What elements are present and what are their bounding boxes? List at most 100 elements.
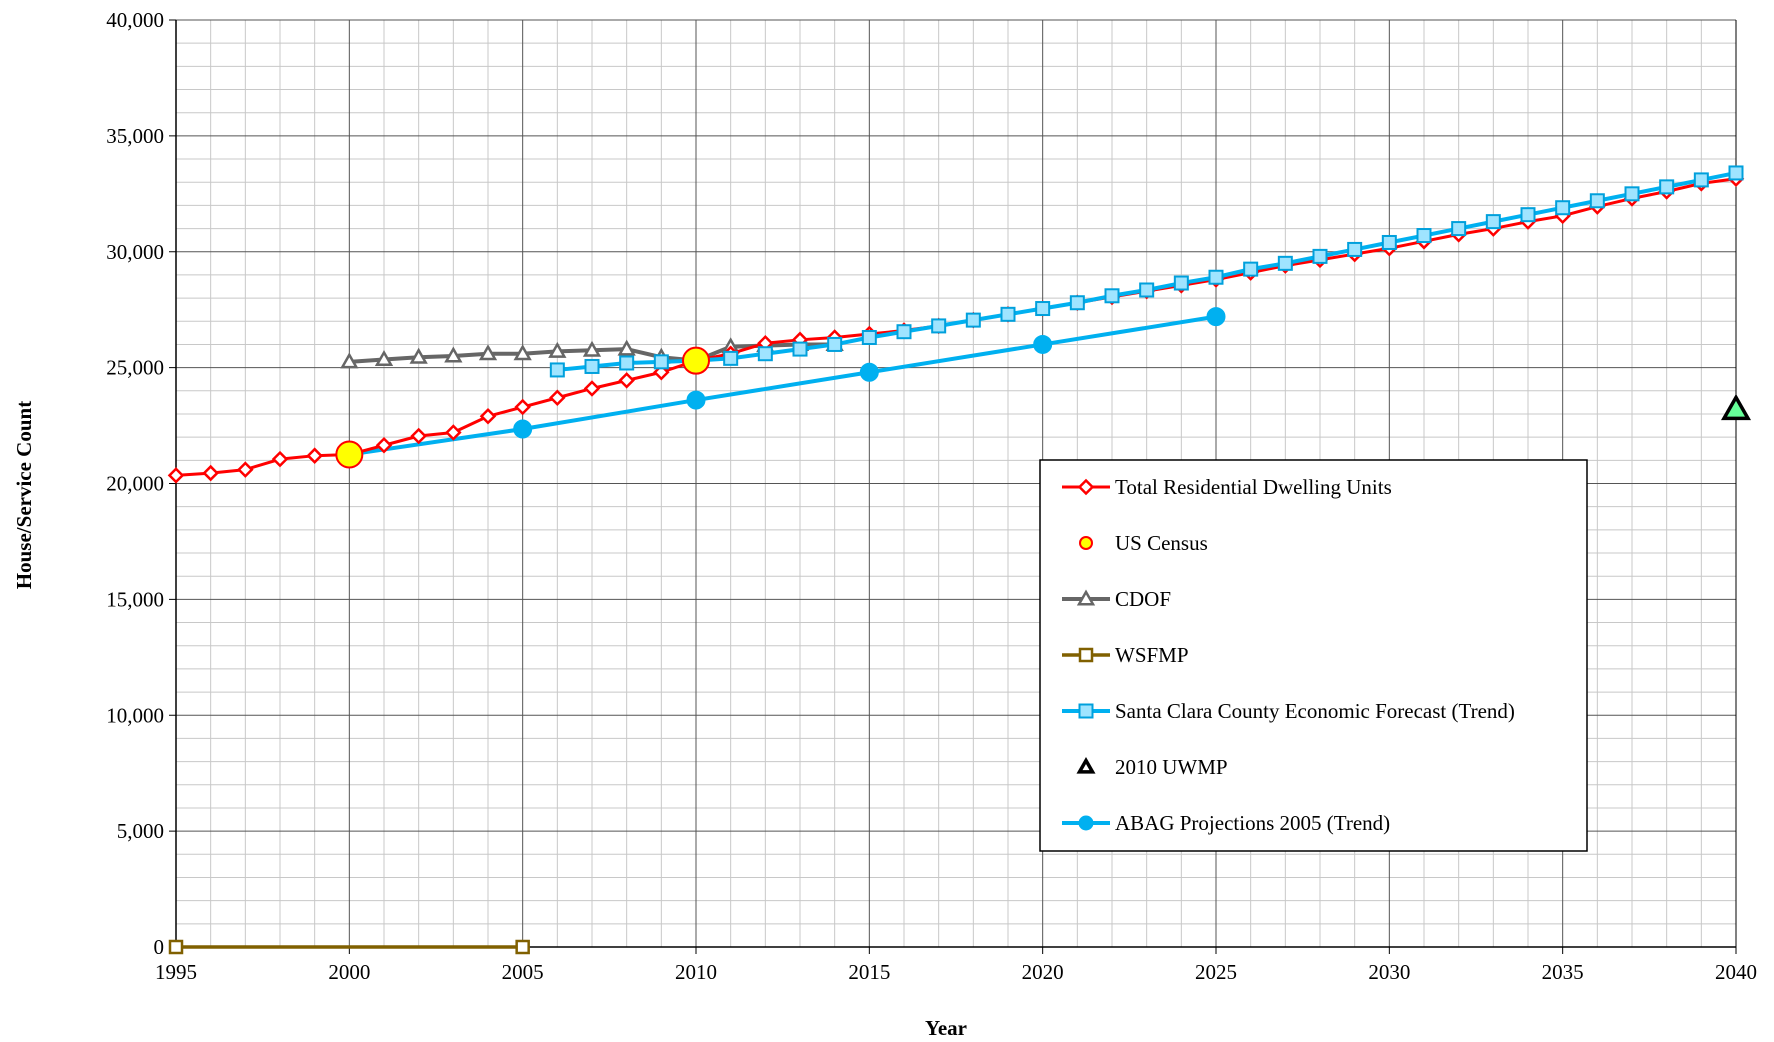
data-point [1624,186,1640,202]
data-point [1589,193,1605,209]
data-point [444,346,463,363]
x-tick-label: 1995 [155,960,197,984]
x-axis-title: Year [925,1016,967,1040]
legend-item: Total Residential Dwelling Units [1062,475,1392,499]
x-tick-label: 2000 [328,960,370,984]
data-point [202,464,219,482]
legend: Total Residential Dwelling Units US Censu… [1039,459,1588,852]
data-point [861,329,877,345]
x-tick-label: 2010 [675,960,717,984]
data-point [686,390,706,410]
y-tick-label: 25,000 [106,356,164,380]
x-tick-label: 2005 [502,960,544,984]
data-point [1033,334,1053,354]
legend-item: CDOF [1062,587,1171,611]
legend-label: WSFMP [1115,643,1189,667]
data-point [931,318,947,334]
data-point [792,341,808,357]
legend-label: CDOF [1115,587,1171,611]
x-tick-label: 2040 [1715,960,1757,984]
legend-item: 2010 UWMP [1076,755,1228,779]
y-tick-label: 5,000 [117,819,164,843]
data-point [1104,288,1120,304]
data-point [1485,214,1501,230]
x-tick-label: 2035 [1542,960,1584,984]
data-point [1416,228,1432,244]
legend-swatch-marker [1077,478,1095,496]
data-point [513,344,532,361]
data-point [1555,200,1571,216]
data-point [583,380,601,397]
legend-label: 2010 UWMP [1115,755,1228,779]
data-point [1312,248,1328,264]
data-point [375,436,393,454]
y-tick-label: 30,000 [106,240,164,264]
y-tick-label: 10,000 [106,703,164,727]
y-tick-label: 20,000 [106,472,164,496]
data-point [237,461,254,478]
data-point [618,372,635,389]
legend-swatch-marker [1079,536,1093,550]
legend-label: Total Residential Dwelling Units [1115,475,1392,499]
data-point [168,939,184,955]
data-point [896,324,912,340]
data-point [514,398,531,416]
x-tick-label: 2020 [1022,960,1064,984]
legend-swatch-marker [1078,815,1094,831]
data-point [445,424,462,441]
series-line [349,314,1217,457]
data-point [478,344,498,361]
data-point [409,347,428,364]
data-point [549,362,565,378]
legend-swatch-marker [1076,756,1096,774]
data-point [548,341,567,358]
data-point [1000,306,1016,322]
y-tick-label: 40,000 [106,8,164,32]
data-point [513,419,533,439]
y-tick-label: 15,000 [106,587,164,611]
data-point [1728,165,1744,181]
data-point [335,440,364,469]
data-point [653,354,669,370]
data-point [374,349,394,367]
legend-swatch-marker [1078,647,1094,663]
x-tick-label: 2025 [1195,960,1237,984]
data-point [1206,307,1226,327]
data-point [682,346,710,375]
data-point [1659,179,1675,195]
data-point [167,467,185,484]
data-point [1035,301,1051,317]
series-4 [549,165,1744,378]
data-point [723,350,739,366]
data-point [271,450,289,468]
legend-swatch-marker [1076,589,1096,606]
data-point [306,447,323,464]
data-point [1451,221,1467,237]
data-point [617,339,636,356]
data-point [1720,393,1752,421]
data-point [515,939,530,955]
data-point [1173,275,1189,291]
series-5 [1720,393,1752,421]
y-tick-label: 35,000 [106,124,164,148]
series-1 [335,346,710,469]
data-point [479,408,497,425]
series-6 [339,307,1226,465]
legend-item: WSFMP [1062,643,1189,667]
data-point [859,362,879,382]
data-point [1243,261,1259,277]
data-point [757,346,773,362]
data-point [1139,282,1155,298]
legend-item: Santa Clara County Economic Forecast (Tr… [1062,699,1515,723]
data-point [1381,234,1397,250]
tick-labels: 0 5,000 10,000 15,000 20,000 25,000 30,000 35,0… [106,8,1757,984]
x-tick-label: 2015 [848,960,890,984]
series-3 [168,939,530,955]
legend-label: ABAG Projections 2005 (Trend) [1115,811,1390,835]
data-point [1277,255,1293,271]
data-point [619,355,635,371]
legend-label: US Census [1115,531,1208,555]
series-layer [167,165,1752,955]
data-point [340,352,359,369]
